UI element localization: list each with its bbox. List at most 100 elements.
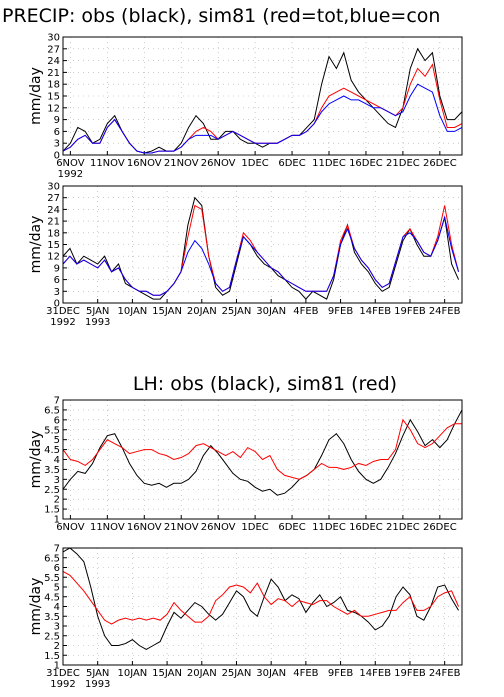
data-line — [62, 196, 459, 300]
x-tick-label: 15JAN — [152, 306, 182, 317]
chart-title: PRECIP: obs (black), sim81 (red=tot,blue… — [2, 5, 440, 27]
y-tick-label: 0 — [54, 151, 60, 162]
y-tick-label: 6.5 — [44, 405, 60, 416]
y-tick-label: 6.5 — [44, 553, 60, 564]
y-tick-label: 12 — [47, 252, 60, 263]
x-tick-sublabel: 1992 — [50, 317, 75, 328]
data-line — [62, 418, 462, 480]
x-tick-label: 16NOV — [127, 522, 162, 533]
y-tick-label: 24 — [47, 205, 60, 216]
x-tick-label: 24FEB — [429, 668, 461, 679]
y-tick-label: 21 — [47, 68, 60, 79]
y-tick-label: 6 — [54, 127, 60, 138]
x-tick-label: 15JAN — [152, 668, 182, 679]
plot-frame — [62, 399, 463, 520]
x-tick-label: 21NOV — [164, 522, 199, 533]
y-axis-label: mm/day — [28, 216, 44, 274]
y-tick-label: 6 — [54, 275, 60, 286]
y-tick-label: 2 — [54, 495, 60, 506]
y-tick-label: 27 — [47, 193, 60, 204]
x-tick-label: 19FEB — [394, 306, 426, 317]
y-tick-label: 18 — [47, 80, 60, 91]
x-tick-label: 26NOV — [201, 158, 236, 169]
y-axis-label: mm/day — [28, 578, 44, 636]
plot-frame — [62, 185, 463, 304]
y-tick-label: 30 — [47, 33, 60, 44]
y-tick-label: 1.5 — [44, 651, 60, 662]
y-tick-label: 3 — [54, 475, 60, 486]
y-tick-label: 24 — [47, 56, 60, 67]
x-tick-label: 4FEB — [293, 668, 318, 679]
y-axis-label: mm/day — [28, 431, 44, 489]
y-tick-label: 30 — [47, 182, 60, 193]
y-tick-label: 3 — [54, 287, 60, 298]
x-tick-label: 25JAN — [222, 306, 252, 317]
x-tick-label: 9FEB — [328, 668, 353, 679]
y-tick-label: 3 — [54, 622, 60, 633]
x-tick-label: 10JAN — [117, 668, 147, 679]
x-tick-label: 5JAN — [86, 306, 109, 317]
y-tick-label: 5 — [54, 435, 60, 446]
y-tick-label: 5.5 — [44, 425, 60, 436]
x-tick-label: 24FEB — [429, 306, 461, 317]
y-tick-label: 18 — [47, 228, 60, 239]
y-tick-label: 27 — [47, 44, 60, 55]
x-tick-label: 16DEC — [349, 158, 383, 169]
y-tick-label: 3.5 — [44, 612, 60, 623]
chart-title: LH: obs (black), sim81 (red) — [133, 373, 397, 395]
y-tick-label: 4.5 — [44, 445, 60, 456]
x-tick-label: 10JAN — [117, 306, 147, 317]
x-tick-label: 31DEC — [46, 306, 80, 317]
data-line — [62, 83, 463, 154]
y-tick-label: 4 — [54, 602, 60, 613]
data-line — [62, 47, 463, 154]
x-tick-label: 16DEC — [349, 522, 383, 533]
x-tick-label: 14FEB — [359, 306, 391, 317]
data-line — [62, 63, 463, 154]
y-tick-label: 6 — [54, 415, 60, 426]
y-tick-label: 5.5 — [44, 573, 60, 584]
y-tick-label: 7 — [54, 544, 60, 555]
y-tick-label: 2.5 — [44, 485, 60, 496]
x-tick-label: 20JAN — [187, 306, 217, 317]
x-tick-label: 20JAN — [187, 668, 217, 679]
plot-frame — [62, 547, 463, 666]
y-tick-label: 9 — [54, 115, 60, 126]
x-tick-label: 6NOV — [56, 522, 85, 533]
y-axis-label: mm/day — [28, 67, 44, 125]
y-tick-label: 7 — [54, 396, 60, 407]
x-tick-label: 11NOV — [90, 522, 125, 533]
data-line — [62, 409, 463, 496]
x-tick-label: 6DEC — [278, 522, 305, 533]
y-tick-label: 15 — [47, 92, 60, 103]
y-tick-label: 2.5 — [44, 631, 60, 642]
x-tick-label: 6DEC — [278, 158, 305, 169]
y-tick-label: 21 — [47, 217, 60, 228]
x-tick-sublabel: 1993 — [85, 679, 110, 690]
x-tick-label: 6NOV — [56, 158, 85, 169]
x-tick-label: 14FEB — [359, 668, 391, 679]
x-tick-label: 21NOV — [164, 158, 199, 169]
y-tick-label: 9 — [54, 263, 60, 274]
x-tick-sublabel: 1993 — [85, 317, 110, 328]
x-tick-label: 4FEB — [293, 306, 318, 317]
y-tick-label: 5 — [54, 583, 60, 594]
x-tick-label: 26DEC — [423, 522, 457, 533]
x-tick-label: 26NOV — [201, 522, 236, 533]
y-tick-label: 6 — [54, 563, 60, 574]
x-tick-sublabel: 1992 — [58, 169, 83, 180]
x-tick-label: 5JAN — [86, 668, 109, 679]
x-tick-label: 26DEC — [423, 158, 457, 169]
x-tick-label: 21DEC — [386, 158, 420, 169]
y-tick-label: 1 — [54, 515, 60, 526]
y-tick-label: 0 — [54, 299, 60, 310]
y-tick-label: 1.5 — [44, 505, 60, 516]
y-tick-label: 2 — [54, 641, 60, 652]
x-tick-sublabel: 1992 — [50, 679, 75, 690]
y-tick-label: 1 — [54, 661, 60, 672]
x-tick-label: 19FEB — [394, 668, 426, 679]
x-tick-label: 30JAN — [256, 668, 286, 679]
x-tick-label: 21DEC — [386, 522, 420, 533]
x-tick-label: 1DEC — [241, 158, 268, 169]
